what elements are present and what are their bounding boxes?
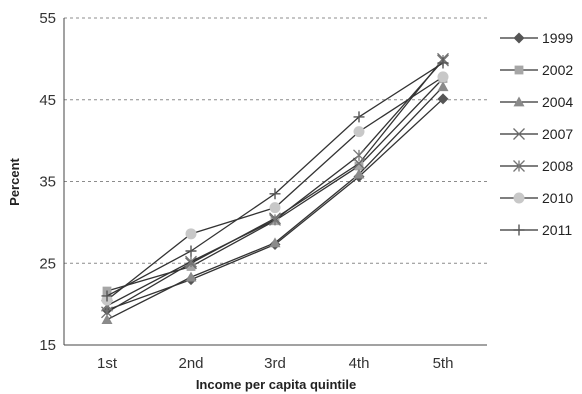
- y-tick-label: 15: [39, 337, 56, 354]
- x-tick-label: 4th: [349, 355, 370, 372]
- y-tick-labels: 15 25 35 45 55: [39, 10, 56, 354]
- legend-label: 2002: [542, 62, 573, 78]
- gridlines: [64, 17, 487, 264]
- x-tick-label: 5th: [433, 355, 454, 372]
- y-axis-title: Percent: [7, 157, 22, 205]
- legend-item-2011: 2011: [500, 222, 572, 238]
- data-point: [513, 96, 525, 107]
- data-point: [514, 65, 524, 75]
- legend: 1999 2002 2004 2007 2008 2010 2011: [500, 30, 573, 238]
- data-point: [185, 271, 197, 282]
- x-tick-labels: 1st 2nd 3rd 4th 5th: [97, 355, 453, 372]
- data-point: [185, 255, 197, 268]
- data-point: [513, 32, 525, 44]
- data-point: [513, 192, 525, 204]
- data-point: [353, 126, 365, 138]
- data-point: [437, 81, 449, 92]
- series-2004: [101, 81, 449, 325]
- x-axis-title: Income per capita quintile: [196, 377, 356, 392]
- y-tick-label: 45: [39, 92, 56, 109]
- data-point: [269, 188, 281, 200]
- legend-label: 2004: [542, 94, 573, 110]
- data-point: [101, 290, 113, 302]
- data-point: [185, 245, 197, 257]
- legend-label: 2010: [542, 190, 573, 206]
- data-point: [185, 228, 197, 240]
- x-tick-label: 1st: [97, 355, 118, 372]
- series-2011: [101, 57, 449, 302]
- data-point: [354, 161, 364, 171]
- data-point: [513, 160, 525, 172]
- data-point: [437, 57, 449, 69]
- data-point: [269, 213, 281, 226]
- legend-item-2008: 2008: [500, 158, 573, 174]
- data-point: [353, 168, 365, 179]
- legend-item-1999: 1999: [500, 30, 573, 46]
- legend-label: 1999: [542, 30, 573, 46]
- data-point: [353, 111, 365, 123]
- legend-label: 2011: [542, 222, 572, 238]
- data-point: [269, 237, 281, 248]
- data-point: [513, 224, 525, 236]
- legend-label: 2008: [542, 158, 573, 174]
- x-tick-label: 2nd: [178, 355, 203, 372]
- legend-item-2002: 2002: [500, 62, 573, 78]
- series-line: [106, 58, 444, 313]
- data-point: [101, 314, 113, 325]
- x-tick-label: 3rd: [264, 355, 286, 372]
- series-lines: [101, 52, 449, 325]
- data-point: [437, 71, 449, 83]
- legend-label: 2007: [542, 126, 573, 142]
- y-tick-label: 35: [39, 174, 56, 191]
- data-point: [353, 149, 365, 162]
- data-point: [513, 128, 525, 140]
- data-point: [269, 202, 281, 214]
- data-point: [437, 93, 449, 105]
- legend-item-2007: 2007: [500, 126, 573, 142]
- legend-item-2004: 2004: [500, 94, 573, 110]
- y-tick-label: 25: [39, 255, 56, 272]
- y-tick-label: 55: [39, 10, 56, 27]
- legend-item-2010: 2010: [500, 190, 573, 206]
